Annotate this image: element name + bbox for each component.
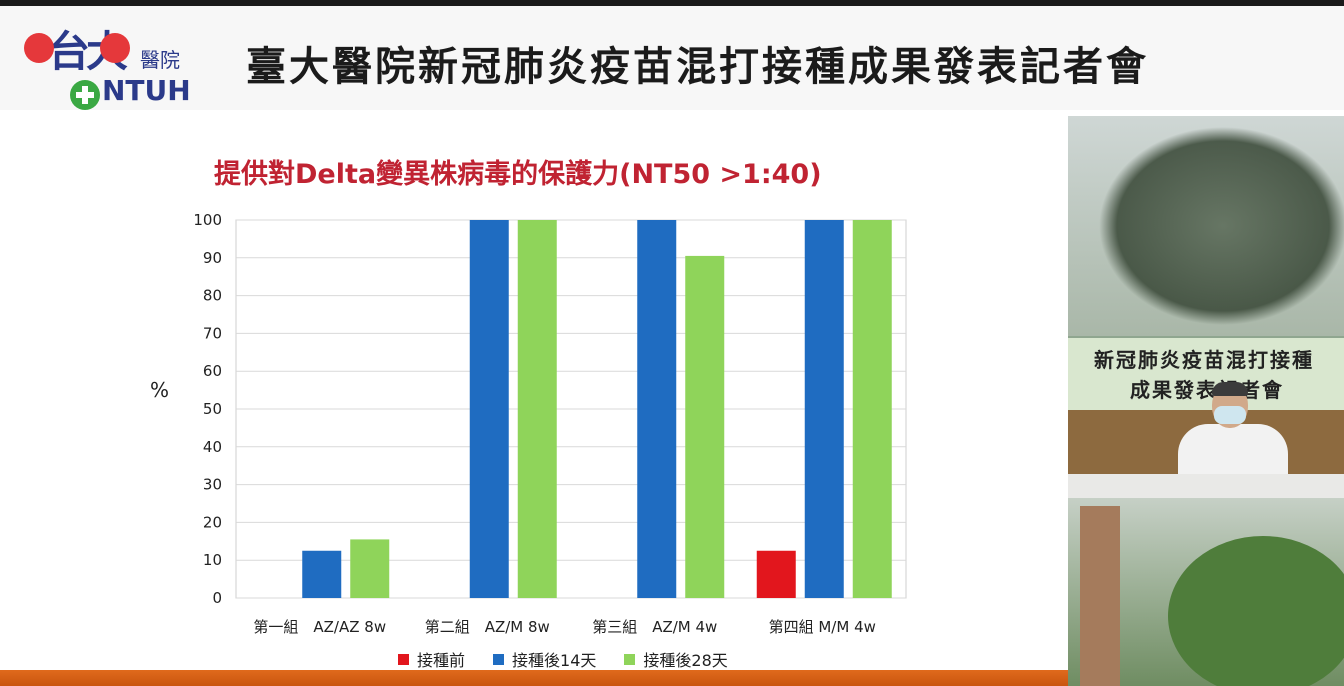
medical-cross-icon bbox=[70, 80, 100, 110]
slide-header: 台大 醫院 NTUH 臺大醫院新冠肺炎疫苗混打接種成果發表記者會 bbox=[0, 6, 1344, 110]
x-category-label: 第四組 M/M 4w bbox=[769, 618, 876, 636]
bar-3-3 bbox=[685, 255, 725, 598]
page-title: 臺大醫院新冠肺炎疫苗混打接種成果發表記者會 bbox=[246, 44, 1149, 90]
bar-1-3 bbox=[350, 539, 390, 598]
red-marker-icon bbox=[24, 33, 54, 63]
building-pillar bbox=[1080, 506, 1120, 686]
x-category-label: 第二組 AZ/M 8w bbox=[425, 618, 550, 636]
bar-1-2 bbox=[302, 550, 342, 598]
y-tick-label: 70 bbox=[203, 324, 222, 342]
bar-4-1 bbox=[756, 550, 796, 598]
legend-swatch bbox=[493, 653, 505, 665]
bar-3-2 bbox=[637, 220, 677, 598]
top-border bbox=[0, 0, 1344, 6]
y-tick-label: 40 bbox=[203, 438, 222, 456]
y-tick-label: 20 bbox=[203, 513, 222, 531]
red-marker-icon bbox=[100, 33, 130, 63]
x-category-label: 第三組 AZ/M 4w bbox=[592, 618, 717, 636]
logo-english: NTUH bbox=[102, 74, 191, 107]
tree-image bbox=[1168, 536, 1344, 686]
bar-4-3 bbox=[852, 220, 892, 598]
y-tick-label: 30 bbox=[203, 476, 222, 494]
press-desk bbox=[1068, 474, 1344, 498]
y-tick-label: 90 bbox=[203, 249, 222, 267]
y-tick-label: 100 bbox=[193, 211, 222, 229]
logo-subtitle: 醫院 bbox=[140, 48, 180, 72]
bar-2-2 bbox=[469, 220, 509, 598]
bottom-accent-bar bbox=[0, 670, 1068, 686]
y-tick-label: 60 bbox=[203, 362, 222, 380]
bar-2-3 bbox=[517, 220, 557, 598]
speaker-video-feed: 新冠肺炎疫苗混打接種 成果發表記者會 bbox=[1068, 116, 1344, 686]
presentation-slide: 提供對Delta變異株病毒的保護力(NT50 >1:40) % 0 10 20 30 4… bbox=[0, 116, 1068, 670]
y-tick-label: 10 bbox=[203, 551, 222, 569]
legend-item: 接種後14天 bbox=[493, 647, 596, 671]
banner-text-line1: 新冠肺炎疫苗混打接種 bbox=[1094, 348, 1314, 372]
y-tick-label: 0 bbox=[212, 589, 222, 607]
bar-4-2 bbox=[804, 220, 844, 598]
event-banner bbox=[1068, 338, 1344, 410]
legend-item: 接種前 bbox=[398, 647, 465, 671]
tree-image bbox=[1098, 126, 1344, 326]
chart-legend: 接種前 接種後14天 接種後28天 bbox=[398, 647, 728, 671]
banner-text-line2: 成果發表記者會 bbox=[1130, 378, 1284, 402]
legend-item: 接種後28天 bbox=[624, 647, 728, 671]
legend-swatch bbox=[624, 653, 636, 665]
legend-swatch bbox=[398, 653, 409, 665]
y-tick-label: 80 bbox=[203, 287, 222, 305]
legend-label: 接種前 bbox=[417, 651, 466, 670]
y-tick-label: 50 bbox=[203, 400, 222, 418]
legend-label: 接種後14天 bbox=[512, 651, 597, 670]
chart-title: 提供對Delta變異株病毒的保護力(NT50 >1:40) bbox=[214, 159, 822, 190]
legend-label: 接種後28天 bbox=[643, 651, 728, 670]
x-category-label: 第一組 AZ/AZ 8w bbox=[253, 618, 386, 636]
bar-chart: 0 10 20 30 40 50 60 70 80 90 100 第一組 AZ/AZ 8w 第二組 AZ… bbox=[193, 211, 907, 636]
y-axis-label: % bbox=[150, 378, 170, 402]
speaker-figure bbox=[1178, 382, 1288, 486]
